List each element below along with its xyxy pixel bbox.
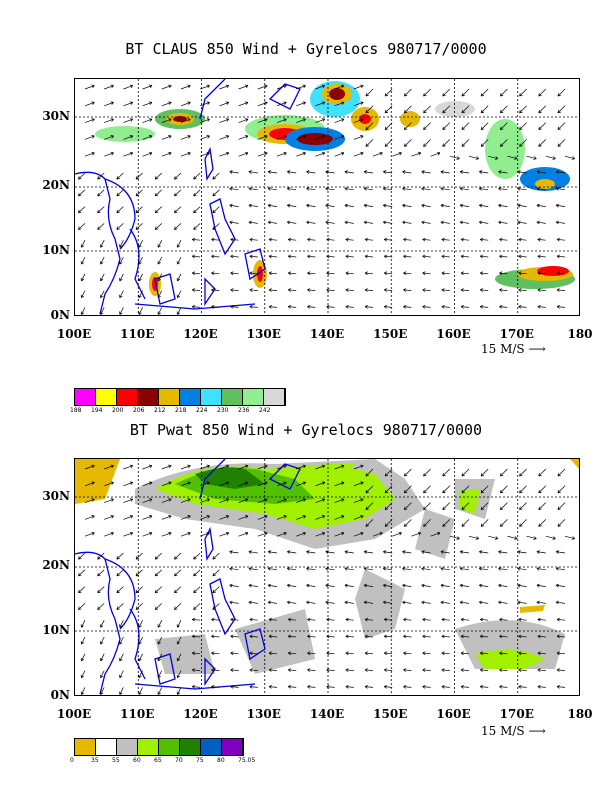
vector-scale: 15 M/S ⟶ [481, 724, 546, 738]
panel1-title: BT CLAUS 850 Wind + Gyrelocs 980717/0000 [125, 40, 487, 58]
colorbar-label: 35 [91, 757, 99, 764]
colorbar-label: 236 [238, 407, 250, 414]
colorbar-label: 242 [259, 407, 271, 414]
colorbar-swatch [75, 739, 96, 755]
lon-label: 140E [309, 707, 345, 721]
colorbar-label: 60 [133, 757, 141, 764]
colorbar-claus [74, 388, 286, 406]
lon-label: 150E [373, 707, 408, 721]
lon-label: 130E [246, 707, 281, 721]
colorbar-label: 75.05 [238, 757, 256, 764]
lat-label: 10N [42, 623, 70, 637]
pwat-shading [75, 459, 579, 674]
colorbar-swatch [75, 389, 96, 405]
colorbar-label: 200 [112, 407, 124, 414]
lon-label: 110E [120, 327, 155, 341]
colorbar-swatch [264, 389, 285, 405]
lat-label: 20N [42, 178, 70, 192]
map-panel-pwat [74, 458, 580, 696]
panel2-title: BT Pwat 850 Wind + Gyrelocs 980717/0000 [129, 421, 483, 439]
lat-label: 30N [42, 109, 70, 123]
lat-label: 0N [50, 308, 70, 322]
vector-scale: 15 M/S ⟶ [481, 342, 546, 356]
pwat-map-svg [75, 459, 579, 695]
lon-label: 120E [183, 707, 218, 721]
colorbar-swatch [243, 389, 264, 405]
colorbar-label: 230 [217, 407, 229, 414]
lon-label: 100E [56, 707, 92, 721]
colorbar-swatch [138, 739, 159, 755]
colorbar-label: 70 [175, 757, 183, 764]
lon-label: 150E [373, 327, 408, 341]
colorbar-swatch [96, 389, 117, 405]
colorbar-label: 212 [154, 407, 166, 414]
lon-label: 180 [567, 707, 593, 721]
lat-label: 30N [42, 489, 70, 503]
wind-vectors [78, 464, 575, 695]
colorbar-label: 0 [70, 757, 74, 764]
lat-label: 10N [42, 243, 70, 257]
lon-label: 160E [436, 707, 471, 721]
colorbar-swatch [222, 739, 243, 755]
colorbar-swatch [222, 389, 243, 405]
colorbar-swatch [159, 389, 180, 405]
colorbar-swatch [201, 739, 222, 755]
colorbar-swatch [117, 389, 138, 405]
lon-label: 180 [567, 327, 593, 341]
colorbar-label: 65 [154, 757, 162, 764]
grid-lines [75, 79, 579, 315]
lon-label: 110E [120, 707, 155, 721]
lat-label: 0N [50, 688, 70, 702]
lon-label: 170E [499, 327, 534, 341]
grid-lines [75, 459, 579, 695]
colorbar-label: 188 [70, 407, 82, 414]
colorbar-swatch [201, 389, 222, 405]
wind-vectors [78, 84, 575, 315]
lon-label: 130E [246, 327, 281, 341]
colorbar-label: 55 [112, 757, 120, 764]
colorbar-label: 80 [217, 757, 225, 764]
colorbar-label: 218 [175, 407, 187, 414]
colorbar-label: 206 [133, 407, 145, 414]
colorbar-pwat [74, 738, 244, 756]
colorbar-label: 224 [196, 407, 208, 414]
colorbar-swatch [159, 739, 180, 755]
colorbar-swatch [117, 739, 138, 755]
lon-label: 170E [499, 707, 534, 721]
colorbar-swatch [180, 389, 201, 405]
claus-map-svg [75, 79, 579, 315]
cloud-shading [95, 81, 575, 296]
lon-label: 140E [309, 327, 345, 341]
colorbar-swatch [138, 389, 159, 405]
lon-label: 100E [56, 327, 92, 341]
colorbar-label: 75 [196, 757, 204, 764]
lat-label: 20N [42, 558, 70, 572]
lon-label: 160E [436, 327, 471, 341]
lon-label: 120E [183, 327, 218, 341]
colorbar-label: 194 [91, 407, 103, 414]
colorbar-swatch [180, 739, 201, 755]
map-panel-claus [74, 78, 580, 316]
colorbar-swatch [96, 739, 117, 755]
